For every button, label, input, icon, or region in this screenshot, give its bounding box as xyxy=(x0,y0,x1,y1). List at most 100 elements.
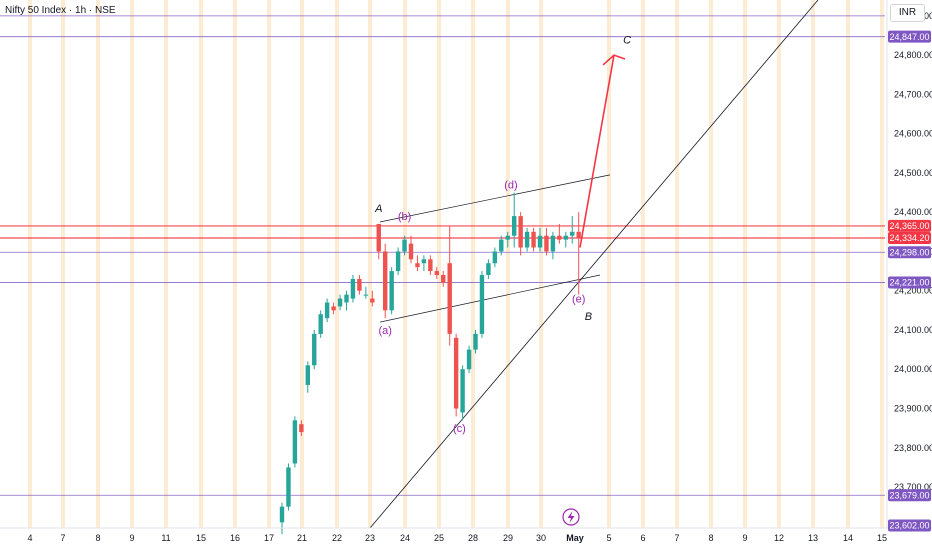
time-tick-label: 9 xyxy=(129,533,134,543)
time-tick-label: 17 xyxy=(264,533,274,543)
candle-body xyxy=(512,216,517,236)
price-tick-label: 23,800.00 xyxy=(894,443,932,453)
candle-body xyxy=(312,333,317,366)
candle xyxy=(324,298,330,323)
candle-body xyxy=(428,259,433,272)
candle-body xyxy=(441,275,446,283)
candle xyxy=(518,212,523,256)
session-band xyxy=(300,0,304,528)
time-tick-label: 29 xyxy=(503,533,513,543)
candle xyxy=(466,345,472,374)
candle-body xyxy=(486,263,491,275)
time-tick-label: 5 xyxy=(606,533,611,543)
candle-body xyxy=(473,333,478,350)
price-tag-label: 23,602.00 xyxy=(889,521,929,531)
price-tag-label: 23,679.00 xyxy=(889,490,929,500)
price-tag: 24,334.20 xyxy=(888,232,931,245)
time-tick-label: 8 xyxy=(95,533,100,543)
candle xyxy=(460,365,465,421)
candle xyxy=(486,259,491,279)
price-tag-label: 24,298.00 xyxy=(889,247,929,257)
candle xyxy=(550,231,556,260)
arrow-shaft xyxy=(579,54,615,248)
price-tag: 24,847.00 xyxy=(888,30,931,43)
candle-body xyxy=(453,337,459,409)
trend-line xyxy=(369,0,819,529)
time-tick-label: 21 xyxy=(297,533,307,543)
candle xyxy=(318,310,323,338)
time-tick-label: 7 xyxy=(674,533,679,543)
price-tag-box xyxy=(888,30,931,43)
candle-body xyxy=(460,369,465,413)
price-tag-box xyxy=(888,519,931,532)
candle xyxy=(331,302,336,315)
time-tick-label: May xyxy=(566,533,584,543)
session-band xyxy=(96,0,100,528)
candle-body xyxy=(331,306,336,311)
candle xyxy=(402,235,407,256)
candle-body xyxy=(518,216,523,248)
wave-label: (b) xyxy=(398,211,411,223)
price-tags: 24,847.00 24,365.00 24,334.20 24,298.00 24,2… xyxy=(888,30,931,532)
candle-body xyxy=(447,263,452,334)
candle xyxy=(408,235,414,264)
candle-body xyxy=(466,349,472,370)
candle xyxy=(563,231,568,248)
candle-body xyxy=(324,302,330,319)
time-tick-label: 14 xyxy=(843,533,853,543)
candle-body xyxy=(350,278,356,299)
wave-label: (d) xyxy=(504,180,517,192)
time-tick-label: 4 xyxy=(27,533,32,543)
wave-label: (a) xyxy=(378,325,391,337)
candle-body xyxy=(531,231,536,248)
candle xyxy=(570,216,575,244)
candles xyxy=(279,192,581,535)
candle xyxy=(453,333,459,417)
candle xyxy=(441,271,446,287)
projection-arrow xyxy=(579,54,626,248)
price-tag-box xyxy=(888,276,931,289)
time-tick-label: 9 xyxy=(742,533,747,543)
candle-body xyxy=(299,424,304,433)
price-tick-label: 23,900.00 xyxy=(894,404,932,414)
wave-label: (e) xyxy=(572,293,585,305)
candle-body xyxy=(318,314,323,334)
session-band xyxy=(368,0,372,528)
wave-label: C xyxy=(623,34,631,46)
candle xyxy=(389,267,394,315)
candle-body xyxy=(370,298,375,303)
candle xyxy=(305,361,310,393)
candle-body xyxy=(421,259,427,264)
time-tick-label: 8 xyxy=(708,533,713,543)
wave-label: A xyxy=(374,203,382,215)
price-tick-label: 24,100.00 xyxy=(894,325,932,335)
price-axis: 23,700.00 23,800.00 23,900.00 24,000.00 24,1… xyxy=(886,0,932,528)
candle-body xyxy=(434,271,439,275)
time-tick-label: 13 xyxy=(808,533,818,543)
price-tag-label: 24,847.00 xyxy=(889,32,929,42)
candle xyxy=(370,290,375,307)
candle-body xyxy=(499,239,504,252)
time-tick-label: 28 xyxy=(468,533,478,543)
candle-body xyxy=(537,235,543,248)
candle-body xyxy=(395,251,401,272)
candle-body xyxy=(286,467,291,507)
time-tick-label: 7 xyxy=(60,533,65,543)
candle xyxy=(479,271,485,338)
candle-body xyxy=(479,275,485,334)
time-tick-label: 22 xyxy=(332,533,342,543)
session-band xyxy=(61,0,65,528)
price-tick-label: 24,500.00 xyxy=(894,168,932,178)
session-band xyxy=(846,0,850,528)
session-band xyxy=(130,0,134,528)
wave-label: (c) xyxy=(453,423,466,435)
candle xyxy=(428,255,433,275)
currency-button[interactable]: INR xyxy=(890,4,925,22)
time-tick-label: 23 xyxy=(365,533,375,543)
session-band xyxy=(811,0,815,528)
session-band xyxy=(777,0,781,528)
time-tick-label: 24 xyxy=(400,533,410,543)
price-tag: 23,602.00 xyxy=(888,519,931,532)
